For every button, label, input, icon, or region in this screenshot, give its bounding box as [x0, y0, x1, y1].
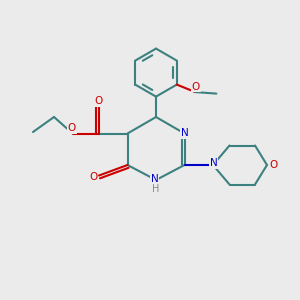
Text: O: O: [68, 123, 76, 133]
Text: O: O: [269, 160, 278, 170]
Text: O: O: [89, 172, 98, 182]
Text: O: O: [94, 96, 103, 106]
Text: N: N: [151, 173, 158, 184]
Text: O: O: [192, 82, 200, 92]
Text: H: H: [152, 184, 160, 194]
Text: N: N: [210, 158, 218, 169]
Text: N: N: [181, 128, 188, 139]
